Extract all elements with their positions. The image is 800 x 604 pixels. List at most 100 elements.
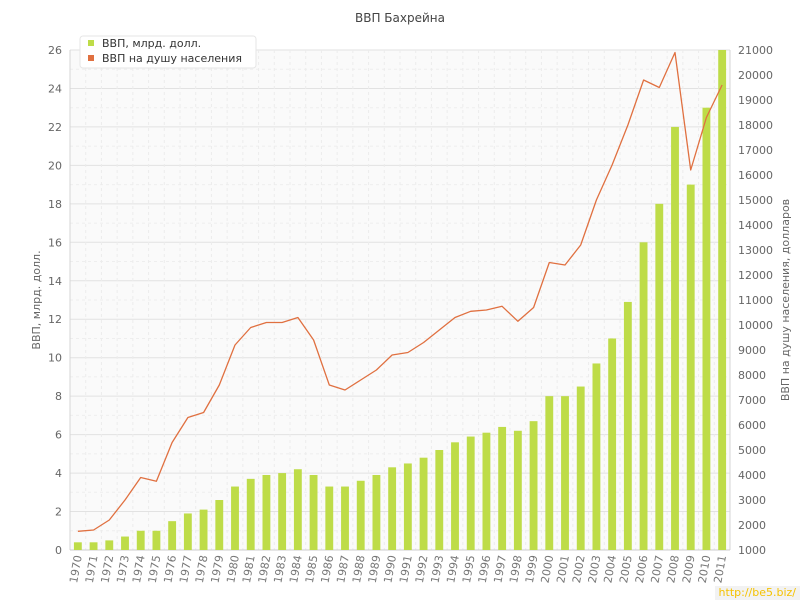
legend-swatch-gdp-per-capita <box>88 55 94 61</box>
x-tick-label: 1996 <box>476 554 494 584</box>
x-tick-label: 1991 <box>397 554 415 584</box>
bar-1973 <box>121 536 129 550</box>
right-tick-label: 2000 <box>738 519 766 532</box>
left-tick-label: 8 <box>55 390 62 403</box>
bar-2005 <box>623 301 632 550</box>
bar-1986 <box>325 486 334 550</box>
left-tick-label: 22 <box>48 121 62 134</box>
y-axis-label: ВВП, млрд. долл. <box>30 250 43 349</box>
x-tick-label: 1973 <box>114 554 132 584</box>
x-tick-label: 1985 <box>303 554 321 584</box>
left-tick-label: 18 <box>48 198 62 211</box>
x-tick-label: 1981 <box>240 554 258 584</box>
line-series <box>77 51 723 532</box>
y2-axis-label: ВВП на душу населения, долларов <box>779 199 792 401</box>
right-tick-label: 7000 <box>738 394 766 407</box>
right-tick-label: 9000 <box>738 344 766 357</box>
bar-2003 <box>592 363 601 550</box>
left-tick-label: 4 <box>55 467 62 480</box>
x-tick-label: 1986 <box>319 554 337 584</box>
x-tick-label: 2002 <box>570 554 588 584</box>
bar-1975 <box>152 530 161 550</box>
x-tick-label: 1972 <box>99 554 117 584</box>
left-tick-label: 20 <box>48 159 62 172</box>
bar-1991 <box>403 463 412 550</box>
x-tick-label: 2008 <box>664 554 682 584</box>
bar-1983 <box>278 473 287 550</box>
x-tick-label: 1989 <box>366 554 384 584</box>
x-tick-label: 1982 <box>256 554 274 584</box>
legend-label-gdp-per-capita: ВВП на душу населения <box>102 52 242 65</box>
x-tick-label: 2010 <box>696 554 714 584</box>
bar-1972 <box>105 540 114 550</box>
x-tick-label: 2007 <box>649 554 667 584</box>
bar-1985 <box>309 475 318 550</box>
bar-2009 <box>686 184 695 550</box>
bar-2011 <box>718 50 727 550</box>
legend-swatch-gdp <box>88 40 94 46</box>
x-tick-label: 2011 <box>711 554 729 584</box>
right-tick-label: 5000 <box>738 444 766 457</box>
bar-1992 <box>419 457 428 550</box>
x-tick-label: 1983 <box>271 554 289 584</box>
right-tick-label: 1000 <box>738 544 766 557</box>
right-tick-label: 21000 <box>738 44 773 57</box>
x-tick-label: 1979 <box>209 554 227 584</box>
right-tick-label: 17000 <box>738 144 773 157</box>
bar-2008 <box>671 126 679 550</box>
x-tick-label: 1998 <box>507 554 525 584</box>
x-tick-label: 2004 <box>601 554 619 584</box>
bar-1990 <box>388 467 397 550</box>
x-tick-label: 1999 <box>523 554 541 584</box>
x-tick-label: 2005 <box>617 554 635 584</box>
right-tick-label: 19000 <box>738 94 773 107</box>
left-tick-label: 0 <box>55 544 62 557</box>
right-tick-label: 12000 <box>738 269 773 282</box>
x-tick-label: 1975 <box>146 554 164 584</box>
chart-title: ВВП Бахрейна <box>355 11 445 25</box>
legend-label-gdp: ВВП, млрд. долл. <box>102 37 201 50</box>
right-tick-label: 16000 <box>738 169 773 182</box>
right-tick-label: 3000 <box>738 494 766 507</box>
right-tick-label: 18000 <box>738 119 773 132</box>
bar-1996 <box>482 432 491 550</box>
bar-2002 <box>576 386 585 550</box>
grid <box>69 49 731 551</box>
bar-2004 <box>608 338 617 550</box>
x-tick-label: 1988 <box>350 554 368 584</box>
bar-2010 <box>702 107 711 550</box>
bar-1978 <box>199 509 208 550</box>
watermark: http://be5.biz/ <box>714 586 800 600</box>
bar-2007 <box>655 203 664 550</box>
right-tick-label: 8000 <box>738 369 766 382</box>
bar-1976 <box>168 521 177 550</box>
x-tick-label: 1990 <box>381 554 399 584</box>
legend-box <box>79 35 257 69</box>
line-gdp-per-capita <box>77 51 723 532</box>
bar-1977 <box>183 513 192 550</box>
right-tick-label: 14000 <box>738 219 773 232</box>
right-tick-label: 13000 <box>738 244 773 257</box>
bar-1981 <box>246 478 255 550</box>
bar-series <box>73 50 727 551</box>
bar-1971 <box>89 542 98 550</box>
x-tick-label: 1971 <box>83 554 101 584</box>
left-tick-label: 6 <box>55 429 62 442</box>
bar-1974 <box>136 530 145 550</box>
bar-1993 <box>435 450 444 550</box>
x-tick-label: 1970 <box>67 554 85 584</box>
x-tick-label: 1978 <box>193 554 211 584</box>
x-tick-label: 1976 <box>161 554 179 584</box>
bar-1998 <box>513 430 522 550</box>
x-tick-label: 1995 <box>460 554 478 584</box>
left-tick-label: 10 <box>48 352 62 365</box>
right-tick-label: 20000 <box>738 69 773 82</box>
left-tick-label: 26 <box>48 44 62 57</box>
x-tick-label: 1993 <box>429 554 447 584</box>
bar-1982 <box>262 475 271 550</box>
x-tick-label: 1977 <box>177 554 195 584</box>
right-tick-label: 6000 <box>738 419 766 432</box>
bar-1989 <box>372 475 381 550</box>
